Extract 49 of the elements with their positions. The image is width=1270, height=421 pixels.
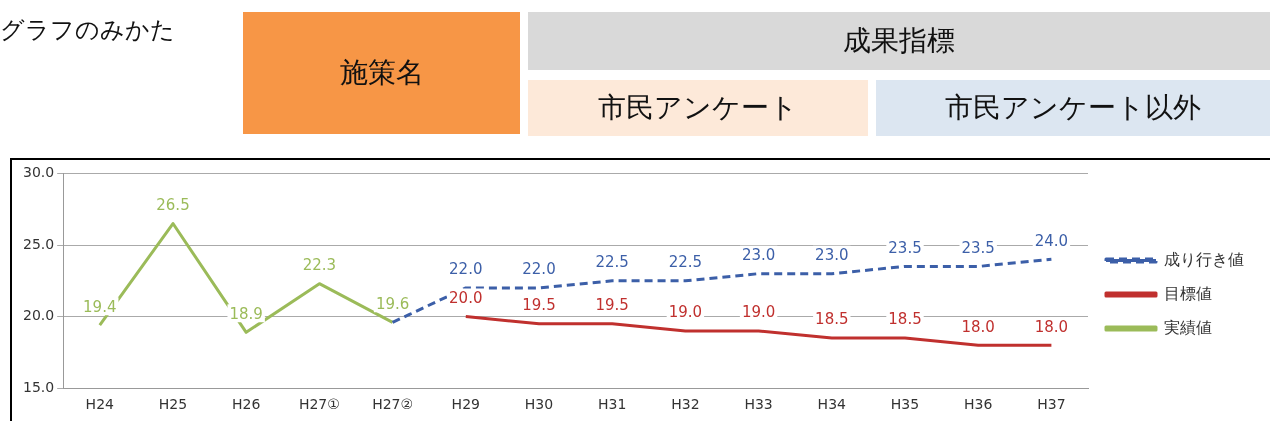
legend-label: 目標値 <box>1164 283 1212 303</box>
data-label: 22.3 <box>302 256 337 275</box>
data-label: 19.4 <box>83 297 117 316</box>
data-label: 18.5 <box>888 310 922 329</box>
x-tick-label: H31 <box>598 396 627 413</box>
data-label: 18.0 <box>961 317 995 336</box>
x-tick-label: H24 <box>85 396 115 413</box>
x-tick-label: H34 <box>817 396 847 413</box>
x-tick-label: H26 <box>232 396 261 413</box>
x-tick-label: H36 <box>964 396 993 413</box>
y-tick-label: 15.0 <box>23 378 55 395</box>
data-label: 22.0 <box>449 260 483 279</box>
text: 施策名 <box>243 12 520 134</box>
x-tick-label: H25 <box>158 396 188 413</box>
data-label: 19.5 <box>595 296 629 315</box>
data-label: 18.0 <box>1034 317 1069 336</box>
data-label: 19.5 <box>522 296 556 315</box>
text: 市民アンケート <box>528 80 868 136</box>
y-tick-label: 30.0 <box>23 164 55 181</box>
data-label: 18.5 <box>815 310 849 329</box>
data-label: 22.5 <box>668 253 703 272</box>
data-label: 18.9 <box>229 304 263 323</box>
chart-title: グラフのみかた <box>0 15 175 46</box>
x-tick-label: H35 <box>890 396 920 413</box>
data-label: 19.6 <box>375 294 410 313</box>
legend-label: 成り行き値 <box>1164 249 1244 269</box>
x-tick-label: H29 <box>451 396 480 413</box>
data-label: 23.5 <box>888 238 922 257</box>
data-label: 20.0 <box>449 288 483 307</box>
data-label: 22.5 <box>595 253 629 272</box>
y-tick-label: 20.0 <box>23 307 55 324</box>
data-label: 22.0 <box>522 260 556 279</box>
y-tick-label: 25.0 <box>23 235 55 252</box>
data-label: 23.0 <box>741 246 776 265</box>
x-tick-label: H27② <box>372 396 414 413</box>
text: 成果指標 <box>528 12 1270 70</box>
x-tick-label: H30 <box>524 396 554 413</box>
legend-label: 実績値 <box>1164 317 1212 337</box>
data-label: 23.5 <box>961 238 995 257</box>
x-tick-label: H27① <box>298 396 340 413</box>
data-label: 26.5 <box>156 195 190 214</box>
data-label: 19.0 <box>668 303 703 322</box>
x-tick-label: H37 <box>1037 396 1066 413</box>
data-label: 19.0 <box>741 303 776 322</box>
x-tick-label: H33 <box>744 396 773 413</box>
data-label: 23.0 <box>815 246 849 265</box>
data-label: 24.0 <box>1034 231 1069 250</box>
text: 市民アンケート以外 <box>876 80 1270 136</box>
x-tick-label: H32 <box>671 396 700 413</box>
